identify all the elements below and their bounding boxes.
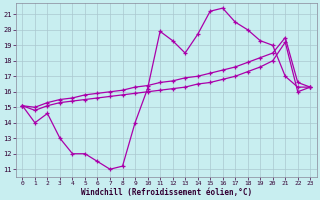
X-axis label: Windchill (Refroidissement éolien,°C): Windchill (Refroidissement éolien,°C) — [81, 188, 252, 197]
